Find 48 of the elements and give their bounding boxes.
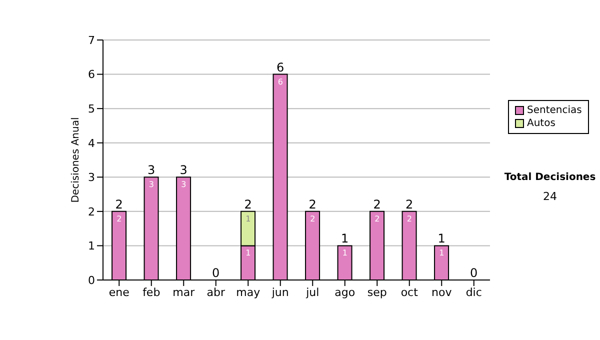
- data-label: 3: [148, 180, 154, 190]
- data-label: 1: [342, 248, 348, 258]
- legend-label: Autos: [527, 117, 556, 130]
- data-label: 2: [374, 214, 380, 224]
- x-tick-label: ene: [108, 286, 130, 299]
- x-tick-label: ago: [334, 286, 356, 299]
- total-label: 2: [115, 197, 123, 212]
- data-label: 2: [116, 214, 122, 224]
- x-tick-label: jul: [305, 286, 320, 299]
- total-label: 2: [308, 197, 316, 212]
- total-label: 1: [438, 232, 446, 246]
- y-tick-label: 0: [88, 274, 95, 287]
- x-tick-label: dic: [466, 286, 482, 299]
- legend-label: Sentencias: [527, 104, 582, 117]
- y-tick-label: 3: [88, 171, 95, 184]
- total-label: 0: [470, 266, 478, 280]
- data-label: 2: [406, 214, 412, 224]
- y-tick-label: 7: [88, 34, 95, 47]
- total-label: 2: [244, 197, 252, 212]
- total-label: 1: [341, 232, 349, 246]
- y-tick-label: 1: [88, 240, 95, 253]
- total-label: 2: [373, 197, 381, 212]
- data-label: 3: [181, 180, 186, 190]
- total-label: 0: [212, 266, 220, 280]
- x-tick-label: mar: [172, 286, 196, 299]
- total-label: 6: [276, 60, 284, 74]
- data-label: 1: [439, 248, 444, 258]
- x-tick-label: feb: [142, 286, 160, 299]
- data-label: 1: [246, 214, 251, 224]
- x-tick-label: sep: [367, 286, 387, 299]
- x-tick-label: nov: [432, 286, 452, 299]
- total-label: 3: [180, 163, 188, 178]
- total-label: 3: [148, 163, 156, 178]
- x-tick-label: jun: [270, 286, 289, 299]
- y-tick-label: 6: [88, 68, 95, 82]
- y-tick-label: 5: [88, 102, 95, 116]
- y-axis-title: Decisiones Anual: [70, 117, 82, 203]
- data-label: 6: [278, 77, 283, 86]
- x-tick-label: abr: [206, 286, 226, 299]
- data-label: 2: [310, 214, 316, 224]
- x-tick-label: oct: [400, 286, 419, 299]
- total-label: 2: [406, 197, 414, 212]
- text: 24: [542, 190, 558, 203]
- x-tick-label: may: [236, 286, 261, 299]
- y-tick-label: 4: [88, 136, 95, 150]
- text: Total Decisiones: [503, 172, 597, 183]
- y-tick-label: 2: [88, 205, 95, 218]
- data-label: 1: [246, 248, 251, 258]
